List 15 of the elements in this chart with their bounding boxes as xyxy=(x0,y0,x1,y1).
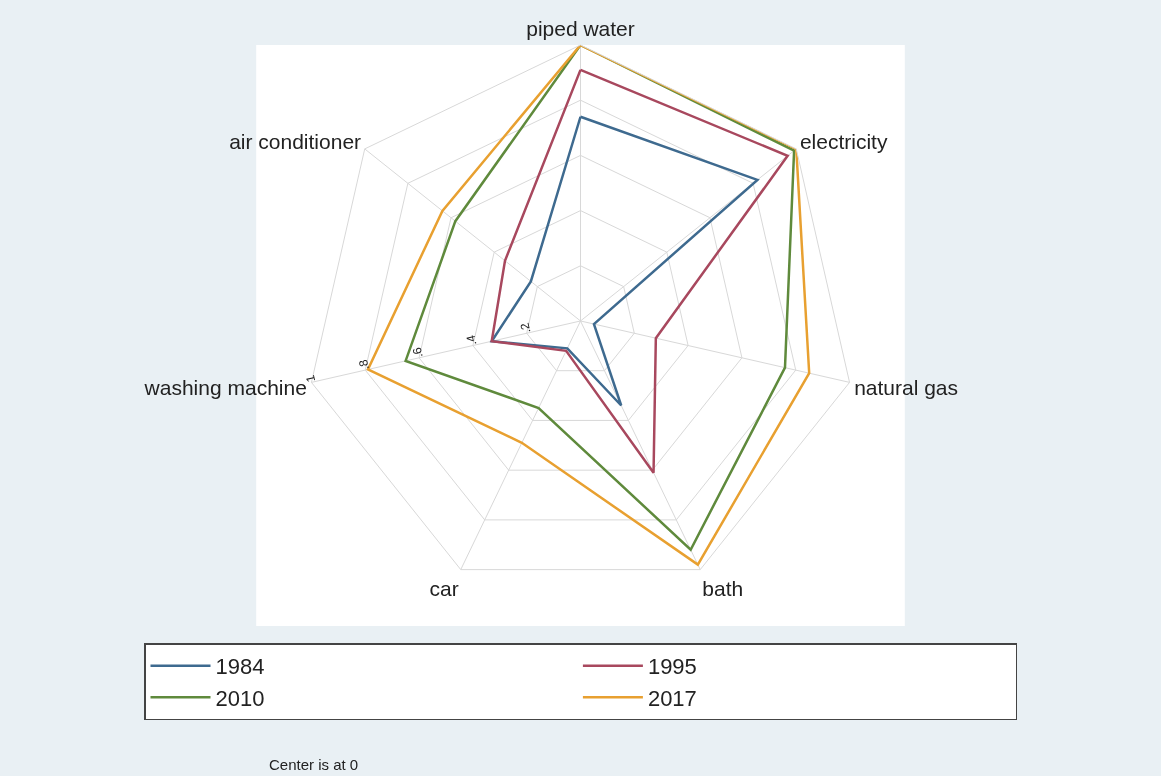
spoke-label: piped water xyxy=(526,17,635,41)
legend-label: 2010 xyxy=(215,685,265,711)
spoke-label: bath xyxy=(702,576,744,600)
legend-label: 1995 xyxy=(647,654,697,680)
spoke-label: electricity xyxy=(799,130,888,154)
y-tick-label: .8 xyxy=(355,358,372,372)
spoke-label: natural gas xyxy=(854,376,959,400)
spoke-label: air conditioner xyxy=(229,130,362,154)
y-tick-label: .2 xyxy=(517,321,534,335)
y-tick-label: .4 xyxy=(463,333,480,347)
spoke-label: car xyxy=(429,576,459,600)
legend-label: 1984 xyxy=(215,654,265,680)
text: Center is at 0 xyxy=(269,756,359,773)
y-tick-label: .6 xyxy=(409,345,426,359)
legend-label: 2017 xyxy=(647,685,697,711)
